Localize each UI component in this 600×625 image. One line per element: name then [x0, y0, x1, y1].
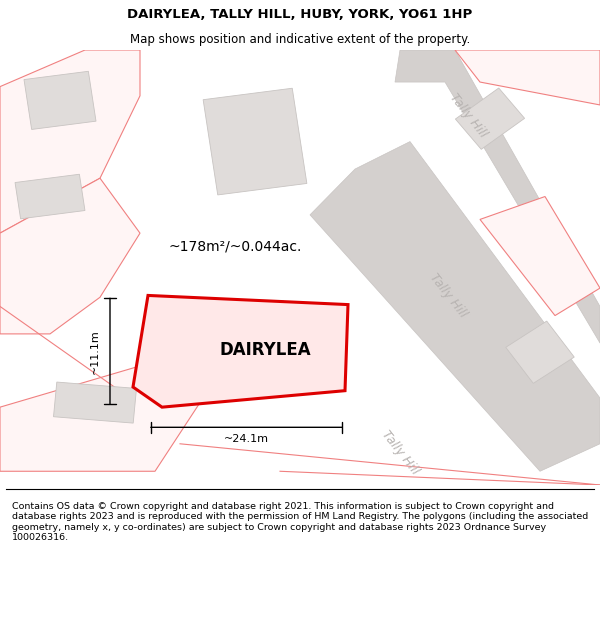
Text: ~178m²/~0.044ac.: ~178m²/~0.044ac. [169, 240, 302, 254]
Polygon shape [506, 321, 574, 383]
Polygon shape [133, 296, 348, 407]
Text: Map shows position and indicative extent of the property.: Map shows position and indicative extent… [130, 32, 470, 46]
Polygon shape [0, 50, 140, 233]
Polygon shape [455, 88, 524, 149]
Polygon shape [310, 142, 600, 471]
Text: DAIRYLEA: DAIRYLEA [219, 341, 311, 359]
Text: ~24.1m: ~24.1m [224, 434, 269, 444]
Polygon shape [480, 196, 600, 316]
Text: ~11.1m: ~11.1m [90, 329, 100, 374]
Polygon shape [455, 50, 600, 105]
Polygon shape [203, 88, 307, 195]
Polygon shape [0, 366, 200, 471]
Polygon shape [15, 174, 85, 219]
Polygon shape [395, 50, 600, 343]
Text: Tally Hill: Tally Hill [447, 91, 489, 141]
Polygon shape [24, 71, 96, 129]
Text: Tally Hill: Tally Hill [427, 271, 469, 320]
Polygon shape [197, 299, 283, 378]
Polygon shape [53, 382, 137, 423]
Text: Contains OS data © Crown copyright and database right 2021. This information is : Contains OS data © Crown copyright and d… [12, 502, 588, 542]
Text: Tally Hill: Tally Hill [379, 428, 421, 478]
Text: DAIRYLEA, TALLY HILL, HUBY, YORK, YO61 1HP: DAIRYLEA, TALLY HILL, HUBY, YORK, YO61 1… [127, 9, 473, 21]
Polygon shape [0, 178, 140, 334]
